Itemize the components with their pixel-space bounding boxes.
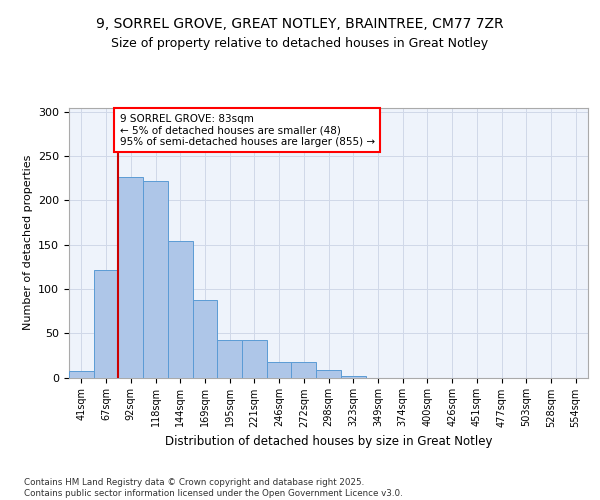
Bar [316, 370, 341, 378]
Bar [118, 176, 143, 378]
Bar [292, 362, 316, 378]
Bar [193, 300, 217, 378]
Bar [94, 270, 118, 378]
Text: 9, SORREL GROVE, GREAT NOTLEY, BRAINTREE, CM77 7ZR: 9, SORREL GROVE, GREAT NOTLEY, BRAINTREE… [96, 18, 504, 32]
Text: Size of property relative to detached houses in Great Notley: Size of property relative to detached ho… [112, 38, 488, 51]
Bar [341, 376, 365, 378]
Y-axis label: Number of detached properties: Number of detached properties [23, 155, 32, 330]
Bar [217, 340, 242, 378]
Bar [143, 181, 168, 378]
Bar [69, 372, 94, 378]
Bar [242, 340, 267, 378]
X-axis label: Distribution of detached houses by size in Great Notley: Distribution of detached houses by size … [165, 435, 492, 448]
Bar [168, 241, 193, 378]
Text: Contains HM Land Registry data © Crown copyright and database right 2025.
Contai: Contains HM Land Registry data © Crown c… [24, 478, 403, 498]
Text: 9 SORREL GROVE: 83sqm
← 5% of detached houses are smaller (48)
95% of semi-detac: 9 SORREL GROVE: 83sqm ← 5% of detached h… [119, 114, 375, 147]
Bar [267, 362, 292, 378]
